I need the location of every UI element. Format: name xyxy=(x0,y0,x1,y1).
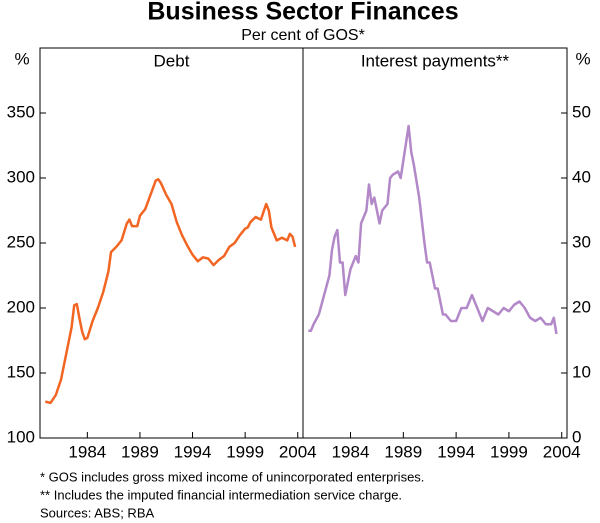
x-tick-label: 1989 xyxy=(384,442,422,461)
y-tick-label: 20 xyxy=(572,297,591,316)
footnote: ** Includes the imputed financial interm… xyxy=(40,487,402,502)
panel-title: Debt xyxy=(154,51,190,70)
footnote: * GOS includes gross mixed income of uni… xyxy=(40,469,424,484)
y-tick-label: 250 xyxy=(7,232,35,251)
source: Sources: ABS; RBA xyxy=(40,505,154,520)
y-tick-label: 300 xyxy=(7,167,35,186)
x-tick-label: 2004 xyxy=(279,442,317,461)
x-tick-label: 1984 xyxy=(68,442,106,461)
x-tick-label: 1999 xyxy=(490,442,528,461)
x-tick-label: 2004 xyxy=(543,442,581,461)
chart-title: Business Sector Finances xyxy=(147,0,458,26)
y-tick-label: 10 xyxy=(572,362,591,381)
data-line xyxy=(308,124,558,335)
panel-title: Interest payments** xyxy=(361,51,510,70)
y-tick-label: 50 xyxy=(572,102,591,121)
chart-subtitle: Per cent of GOS* xyxy=(241,27,365,44)
y-tick-label: 150 xyxy=(7,362,35,381)
x-tick-label: 1994 xyxy=(174,442,212,461)
x-tick-label: 1999 xyxy=(226,442,264,461)
y-tick-label: 350 xyxy=(7,102,35,121)
y-axis-label: % xyxy=(14,49,29,68)
y-tick-label: 100 xyxy=(7,427,35,446)
x-tick-label: 1989 xyxy=(121,442,159,461)
y-tick-label: 30 xyxy=(572,232,591,251)
y-axis-label: % xyxy=(575,49,590,68)
x-tick-label: 1984 xyxy=(332,442,370,461)
y-tick-label: 200 xyxy=(7,297,35,316)
y-tick-label: 40 xyxy=(572,167,591,186)
data-line xyxy=(44,178,297,405)
y-tick-label: 0 xyxy=(572,427,581,446)
x-tick-label: 1994 xyxy=(437,442,475,461)
